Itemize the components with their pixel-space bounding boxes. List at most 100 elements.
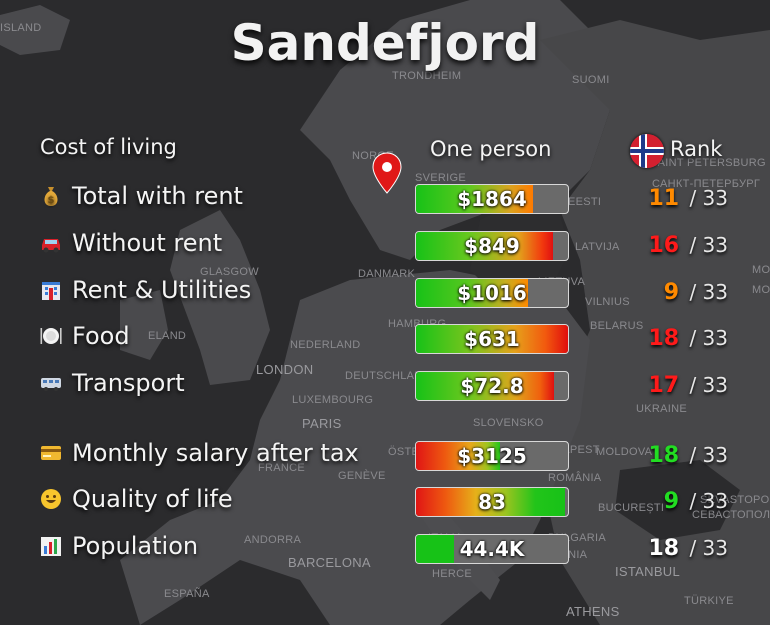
page-title: Sandefjord bbox=[230, 14, 540, 72]
norway-flag-icon bbox=[630, 134, 664, 168]
rank-total: / 33 bbox=[683, 443, 728, 467]
location-pin-icon bbox=[372, 152, 402, 198]
cost-of-living-header: Cost of living bbox=[40, 135, 177, 159]
map-label: LONDON bbox=[256, 362, 314, 377]
map-label: СЕВАСТОПОЛЬ bbox=[692, 509, 770, 521]
row-label-text: Population bbox=[72, 532, 199, 560]
value-bar-label: 44.4K bbox=[459, 537, 525, 561]
value-bar: $849 bbox=[415, 231, 569, 261]
row-label: Population bbox=[38, 532, 198, 560]
value-bar: $72.8 bbox=[415, 371, 569, 401]
row-label: Quality of life bbox=[38, 485, 233, 513]
rank-value: 17 / 33 bbox=[618, 373, 728, 398]
credit-card-icon bbox=[38, 440, 64, 466]
map-label: MO bbox=[752, 264, 770, 276]
map-label: MOLDOVA bbox=[596, 446, 653, 458]
map-label: EESTI bbox=[568, 196, 602, 208]
rank-number: 16 bbox=[648, 233, 680, 258]
map-label: FRANCE bbox=[258, 462, 306, 474]
rank-number: 18 bbox=[648, 326, 680, 351]
money-bag-icon: $ bbox=[38, 183, 64, 209]
map-label: TÜRKIYE bbox=[684, 595, 734, 607]
value-bar-fill bbox=[416, 185, 534, 213]
map-label: DANMARK bbox=[358, 268, 416, 280]
map-label: DEUTSCHLAND bbox=[345, 370, 431, 382]
map-label: MO bbox=[752, 284, 770, 296]
fork-knife-plate-icon bbox=[38, 323, 64, 349]
map-label: SAINT PETERSBURG bbox=[650, 157, 766, 169]
bar-chart-icon bbox=[38, 533, 64, 559]
map-label: ATHENS bbox=[566, 604, 620, 619]
map-label: ELAND bbox=[148, 330, 187, 342]
map-label: TRONDHEIM bbox=[392, 70, 462, 82]
row-label: Rent & Utilities bbox=[38, 276, 251, 304]
rank-total: / 33 bbox=[683, 373, 728, 397]
row-label-text: Quality of life bbox=[72, 485, 233, 513]
map-label: ANDORRA bbox=[244, 534, 302, 546]
rank-total: / 33 bbox=[683, 489, 728, 513]
rank-number: 9 bbox=[663, 489, 680, 514]
value-bar-label: $3125 bbox=[457, 444, 527, 468]
row-label-text: Transport bbox=[72, 369, 185, 397]
rank-value: 18 / 33 bbox=[618, 536, 728, 561]
rank-number: 9 bbox=[663, 280, 680, 305]
svg-text:$: $ bbox=[48, 195, 55, 206]
value-bar-fill bbox=[416, 325, 568, 353]
car-icon bbox=[38, 230, 64, 256]
row-label-text: Rent & Utilities bbox=[72, 276, 252, 304]
smiley-icon bbox=[38, 486, 64, 512]
hotel-icon bbox=[38, 277, 64, 303]
rank-value: 9 / 33 bbox=[618, 489, 728, 514]
rank-value: 9 / 33 bbox=[618, 280, 728, 305]
value-bar-label: $1864 bbox=[457, 187, 527, 211]
map-label: SUOMI bbox=[572, 74, 610, 86]
value-bar: $3125 bbox=[415, 441, 569, 471]
map-label: ÖSTE bbox=[388, 446, 420, 458]
map-label: ISLAND bbox=[0, 22, 42, 34]
value-bar-label: $1016 bbox=[457, 281, 527, 305]
rank-total: / 33 bbox=[683, 280, 728, 304]
value-bar: 44.4K bbox=[415, 534, 569, 564]
row-label: Monthly salary after tax bbox=[38, 439, 359, 467]
map-label: VILNIUS bbox=[585, 296, 630, 308]
value-bar: $631 bbox=[415, 324, 569, 354]
map-label: PARIS bbox=[302, 416, 342, 431]
bus-icon bbox=[38, 370, 64, 396]
value-bar-fill bbox=[416, 372, 555, 400]
map-label: SEVASTOPOL bbox=[700, 494, 770, 506]
map-label: САНКТ-ПЕТЕРБУРГ bbox=[652, 178, 761, 190]
value-bar-label: $849 bbox=[464, 234, 520, 258]
map-label: HERCE bbox=[432, 568, 473, 580]
row-label-text: Food bbox=[72, 322, 130, 350]
rank-value: 11 / 33 bbox=[618, 186, 728, 211]
map-label: BELARUS bbox=[590, 320, 644, 332]
rank-value: 18 / 33 bbox=[618, 443, 728, 468]
map-label: UKRAINE bbox=[636, 403, 687, 415]
row-label: Transport bbox=[38, 369, 185, 397]
row-label-text: Monthly salary after tax bbox=[72, 439, 359, 467]
row-label-text: Total with rent bbox=[72, 182, 243, 210]
value-bar-label: $72.8 bbox=[460, 374, 524, 398]
value-bar-fill bbox=[416, 442, 500, 470]
rank-total: / 33 bbox=[683, 233, 728, 257]
map-label: LUXEMBOURG bbox=[292, 394, 374, 406]
map-label: GLASGOW bbox=[200, 266, 259, 278]
one-person-header: One person bbox=[430, 137, 552, 161]
rank-number: 11 bbox=[648, 186, 680, 211]
rank-total: / 33 bbox=[683, 326, 728, 350]
value-bar: $1864 bbox=[415, 184, 569, 214]
value-bar: $1016 bbox=[415, 278, 569, 308]
value-bar-label: 83 bbox=[478, 490, 506, 514]
value-bar-fill bbox=[416, 535, 454, 563]
map-label: NEDERLAND bbox=[290, 339, 361, 351]
map-label: BARCELONA bbox=[288, 555, 371, 570]
map-label: GENÈVE bbox=[338, 470, 386, 482]
value-bar-fill bbox=[416, 232, 553, 260]
value-bar: 83 bbox=[415, 487, 569, 517]
rank-total: / 33 bbox=[683, 186, 728, 210]
map-label: BUCUREȘTI bbox=[598, 502, 665, 514]
row-label-text: Without rent bbox=[72, 229, 223, 257]
rank-number: 17 bbox=[648, 373, 680, 398]
